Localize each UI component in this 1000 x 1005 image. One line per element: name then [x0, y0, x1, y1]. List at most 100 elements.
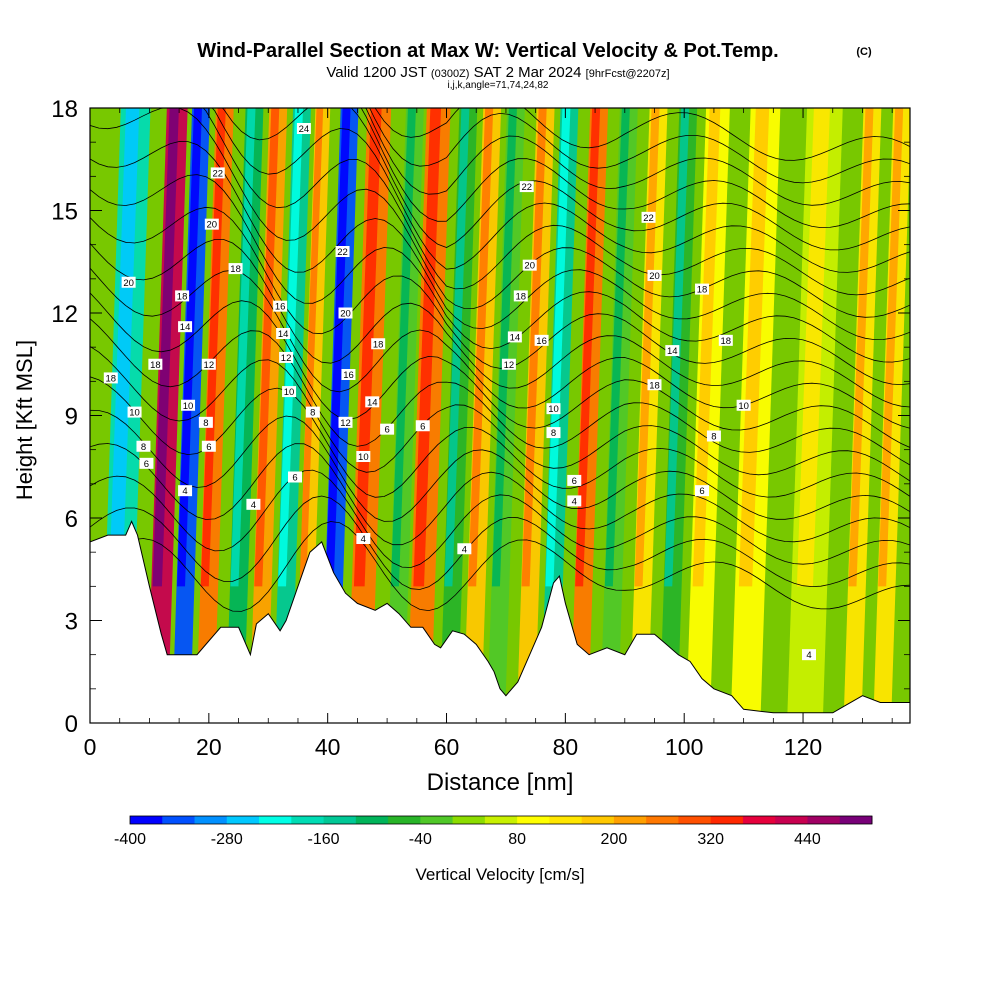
- theta-label-box: [210, 167, 225, 179]
- theta-label-box: [338, 307, 353, 319]
- theta-label-box: [201, 440, 216, 452]
- theta-label-text: 18: [150, 360, 161, 371]
- theta-contour: [90, 469, 910, 568]
- theta-contours: [90, 108, 910, 612]
- velocity-band-core: [200, 108, 226, 587]
- theta-label-text: 22: [337, 247, 348, 258]
- theta-contour: [90, 206, 910, 386]
- theta-label-box: [567, 495, 582, 507]
- velocity-band-core: [468, 108, 494, 587]
- theta-label-text: 6: [699, 486, 704, 497]
- theta-label-text: 18: [697, 285, 708, 296]
- velocity-band-core: [692, 108, 721, 587]
- theta-label-box: [181, 399, 196, 411]
- theta-label-text: 18: [106, 373, 117, 384]
- theta-label-text: 10: [738, 401, 749, 412]
- theta-label-box: [282, 386, 297, 398]
- theta-contour: [90, 318, 910, 466]
- theta-label-box: [356, 451, 371, 462]
- x-tick-label: 0: [84, 734, 97, 760]
- theta-label-text: 14: [180, 322, 191, 333]
- theta-label-text: 4: [182, 486, 187, 497]
- colorbar-swatch: [613, 816, 647, 824]
- theta-label-text: 20: [524, 261, 535, 272]
- velocity-band-core: [491, 108, 517, 587]
- velocity-band-core: [353, 108, 382, 587]
- x-tick-label: 100: [665, 734, 703, 760]
- colorbar-swatch: [323, 816, 357, 824]
- theta-label-text: 18: [516, 291, 527, 302]
- theta-label-text: 12: [204, 360, 215, 371]
- theta-label-text: 6: [144, 459, 149, 470]
- colorbar-swatch: [678, 816, 712, 824]
- colorbar-swatch: [259, 816, 292, 824]
- theta-contour-labels: 24 22 22 22 22 20 20 20 20 20 18 18 18 18 18 18 18 18 18 16…: [103, 123, 816, 661]
- theta-contour: [90, 292, 910, 448]
- theta-label-box: [338, 416, 353, 428]
- colorbar-tick-label: 80: [508, 831, 526, 848]
- theta-contour-label: 18: [695, 283, 710, 296]
- theta-contour-label: 18: [103, 372, 118, 384]
- theta-contour: [90, 267, 910, 429]
- theta-label-box: [296, 123, 311, 134]
- theta-contour-label: 18: [228, 263, 243, 275]
- theta-label-text: 20: [649, 271, 660, 282]
- theta-label-text: 20: [123, 278, 134, 289]
- chart-indices-line: i,j,k,angle=71,74,24,82: [448, 80, 549, 91]
- theta-label-text: 10: [358, 452, 369, 463]
- theta-label-box: [546, 427, 561, 439]
- theta-contour-label: 10: [356, 451, 371, 463]
- theta-contour-label: 10: [546, 403, 561, 415]
- theta-contour: [90, 409, 910, 522]
- theta-label-text: 4: [251, 500, 256, 511]
- colorbar-tick-label: 200: [601, 831, 628, 848]
- theta-label-box: [513, 290, 528, 302]
- theta-label-text: 8: [551, 428, 556, 439]
- theta-contour-label: 8: [305, 406, 320, 419]
- theta-label-box: [534, 334, 549, 346]
- theta-contour-label: 20: [522, 259, 537, 272]
- theta-contour: [90, 174, 910, 363]
- theta-contour-label: 16: [341, 369, 356, 381]
- velocity-band-core: [878, 108, 904, 587]
- theta-label-box: [279, 351, 294, 363]
- theta-label-text: 10: [129, 408, 140, 419]
- theta-contour-label: 16: [273, 300, 288, 313]
- theta-contour-label: 14: [276, 328, 291, 340]
- colorbar-swatch: [194, 816, 228, 824]
- colorbar-tick-label: 440: [794, 831, 821, 848]
- theta-contour: [90, 346, 910, 482]
- theta-label-box: [365, 396, 380, 408]
- theta-contour-label: 6: [380, 423, 395, 436]
- theta-contour: [221, 108, 910, 251]
- y-axis: 0 3 6 9 12 15 18: [51, 96, 910, 738]
- colorbar-swatch: [162, 816, 196, 824]
- theta-label-box: [718, 334, 733, 346]
- theta-contour-label: 6: [288, 471, 302, 484]
- theta-label-box: [546, 403, 561, 415]
- theta-contour: [90, 521, 910, 612]
- theta-label-box: [641, 211, 656, 223]
- velocity-band-core: [299, 108, 324, 587]
- theta-label-box: [341, 369, 356, 380]
- colorbar-swatch: [420, 816, 454, 824]
- velocity-band-core: [848, 108, 874, 587]
- subtitle-date: SAT 2 Mar 2024: [474, 64, 582, 81]
- y-axis-label: Height [Kft MSL]: [12, 340, 37, 500]
- theta-contour-label: 22: [519, 181, 534, 193]
- theta-label-box: [246, 498, 261, 510]
- theta-label-box: [198, 416, 213, 428]
- theta-contour-label: 6: [415, 420, 430, 432]
- theta-label-box: [178, 321, 193, 333]
- colorbar-tick-label: -400: [114, 831, 146, 848]
- x-tick-label: 40: [315, 734, 341, 760]
- theta-contour-label: 18: [371, 338, 386, 350]
- colorbar-swatch: [742, 816, 776, 824]
- theta-contour-label: 16: [534, 334, 549, 347]
- colorbar-tick-label: -40: [409, 831, 432, 848]
- theta-label-text: 6: [292, 473, 297, 484]
- theta-contour-label: 4: [356, 533, 371, 545]
- theta-label-text: 4: [462, 544, 467, 555]
- y-tick-label: 15: [51, 199, 78, 226]
